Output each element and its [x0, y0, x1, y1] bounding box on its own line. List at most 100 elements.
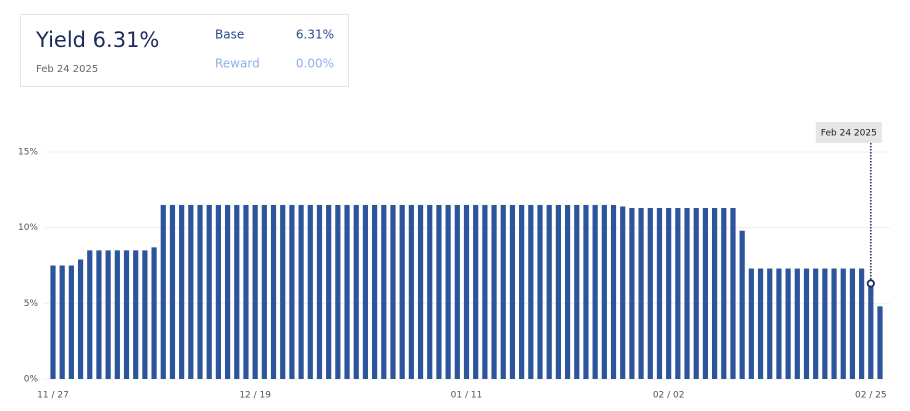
- bar: [693, 207, 699, 379]
- bar: [151, 247, 157, 379]
- bar: [316, 204, 323, 379]
- bar: [757, 268, 764, 379]
- bar: [169, 204, 176, 379]
- yield-date: Feb 24 2025: [36, 64, 98, 75]
- bar: [87, 250, 93, 379]
- bar: [270, 204, 277, 379]
- bar: [500, 204, 506, 379]
- bar: [96, 250, 102, 379]
- bar: [482, 204, 488, 379]
- bar: [252, 204, 258, 379]
- bar: [261, 204, 267, 379]
- bar: [445, 204, 451, 379]
- bar: [712, 207, 718, 379]
- bar: [381, 204, 387, 379]
- bar: [610, 204, 617, 379]
- bar: [509, 204, 516, 379]
- base-value: 6.31%: [296, 28, 334, 42]
- bar: [50, 265, 56, 379]
- bar: [77, 259, 84, 379]
- bar: [813, 268, 819, 379]
- x-tick-label: 01 / 11: [451, 391, 483, 401]
- bar: [390, 204, 396, 379]
- bar: [822, 268, 828, 379]
- bar: [647, 207, 653, 379]
- bar: [197, 204, 203, 379]
- bar: [748, 268, 754, 379]
- hover-marker: [866, 279, 875, 288]
- bar: [372, 204, 378, 379]
- bar: [123, 250, 130, 379]
- bar: [877, 306, 883, 379]
- bar: [702, 207, 709, 379]
- bar: [160, 204, 166, 379]
- bar: [353, 204, 359, 379]
- bar: [785, 268, 791, 379]
- bar: [767, 268, 773, 379]
- bar: [436, 204, 442, 379]
- y-tick-label: 5%: [24, 299, 39, 309]
- bar: [105, 250, 111, 379]
- bar: [776, 268, 782, 379]
- bar: [491, 204, 497, 379]
- bar: [528, 204, 534, 379]
- bar: [215, 204, 221, 379]
- bar: [868, 283, 874, 379]
- bar: [564, 204, 571, 379]
- bar: [142, 250, 148, 379]
- bar: [243, 204, 249, 379]
- bar: [463, 204, 470, 379]
- bar: [721, 207, 727, 379]
- bar: [803, 268, 810, 379]
- bar: [601, 204, 607, 379]
- bar: [840, 268, 846, 379]
- bar: [849, 268, 856, 379]
- bar: [307, 204, 313, 379]
- bar: [574, 204, 580, 379]
- bar: [620, 206, 626, 379]
- bar: [592, 204, 598, 379]
- bar: [629, 207, 635, 379]
- bar: [831, 268, 837, 379]
- bar: [224, 204, 231, 379]
- x-tick-label: 02 / 25: [855, 391, 887, 401]
- x-tick-label: 02 / 02: [653, 391, 685, 401]
- y-tick-label: 10%: [18, 223, 38, 233]
- tooltip-text: Feb 24 2025: [821, 129, 877, 139]
- x-tick-label: 11 / 27: [37, 391, 69, 401]
- bar: [638, 207, 644, 379]
- bar: [298, 204, 304, 379]
- bar: [546, 204, 552, 379]
- bar: [656, 207, 663, 379]
- bar: [730, 207, 736, 379]
- bar: [473, 204, 479, 379]
- bar: [280, 204, 286, 379]
- bar: [234, 204, 240, 379]
- reward-value: 0.00%: [296, 57, 334, 71]
- bar: [399, 204, 405, 379]
- yield-title: Yield 6.31%: [35, 28, 159, 52]
- bar: [362, 204, 369, 379]
- bar: [59, 265, 65, 379]
- bar: [114, 250, 120, 379]
- bar: [427, 204, 433, 379]
- summary-card: [20, 14, 349, 87]
- bar: [794, 268, 800, 379]
- bar: [519, 204, 525, 379]
- bar: [206, 204, 212, 379]
- bar: [68, 265, 74, 379]
- y-tick-label: 0%: [24, 375, 39, 385]
- bar: [739, 230, 745, 379]
- bar: [289, 204, 295, 379]
- bar: [133, 250, 139, 379]
- x-tick-label: 12 / 19: [239, 391, 271, 401]
- bar: [179, 204, 185, 379]
- bar: [555, 204, 561, 379]
- base-label: Base: [215, 28, 244, 42]
- bar: [344, 204, 350, 379]
- bar: [537, 204, 543, 379]
- bar: [684, 207, 690, 379]
- bar: [859, 268, 865, 379]
- bar: [408, 204, 414, 379]
